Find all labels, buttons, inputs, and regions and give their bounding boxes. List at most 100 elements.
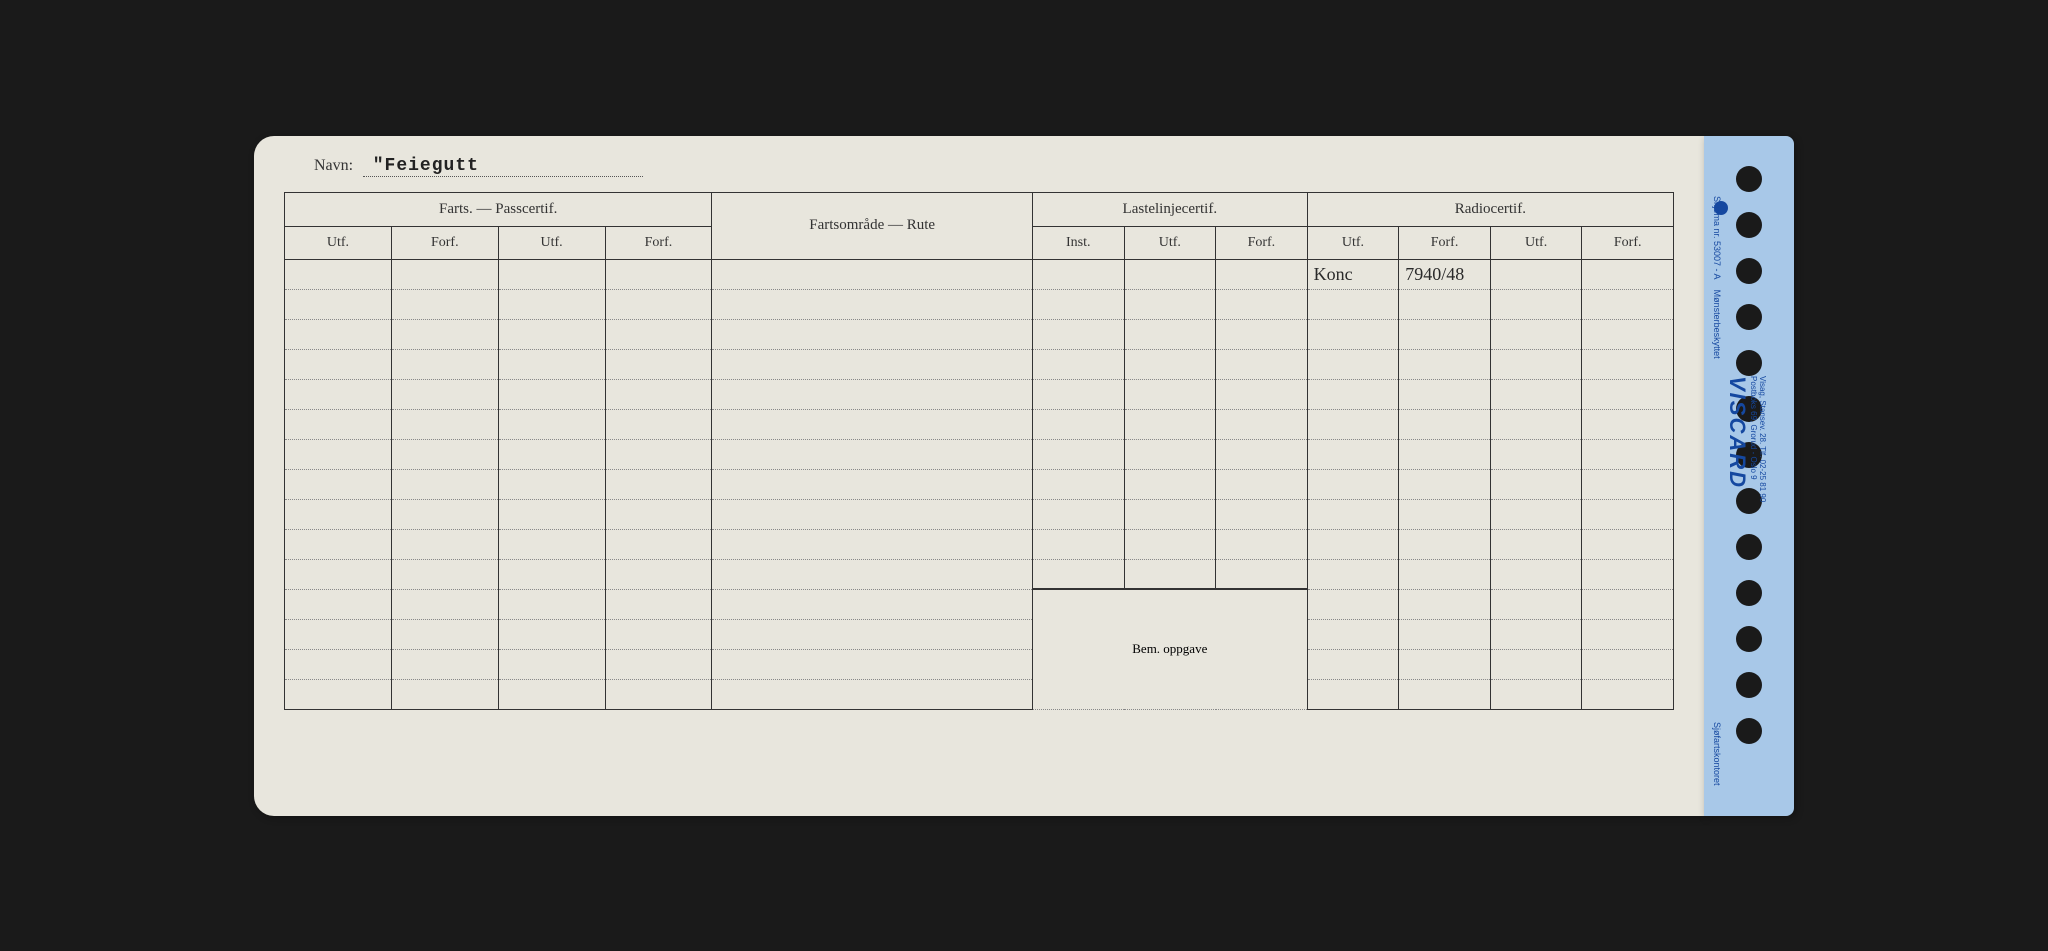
strip-brand: VISCARD bbox=[1724, 376, 1750, 489]
cell bbox=[1032, 349, 1124, 379]
cell bbox=[285, 289, 392, 319]
cell bbox=[605, 379, 712, 409]
cell bbox=[712, 679, 1033, 709]
cell bbox=[1582, 619, 1674, 649]
cell bbox=[1032, 379, 1124, 409]
header-utf-3: Utf. bbox=[1124, 226, 1216, 259]
header-forf-4: Forf. bbox=[1399, 226, 1491, 259]
cell bbox=[1124, 259, 1216, 289]
header-forf-1: Forf. bbox=[391, 226, 498, 259]
cell bbox=[1582, 469, 1674, 499]
cell bbox=[285, 259, 392, 289]
cell bbox=[1216, 349, 1308, 379]
address-line1: Visag, Stansev. 28. Tlf. 02-25 81 90 bbox=[1758, 376, 1767, 502]
header-utf-4: Utf. bbox=[1307, 226, 1399, 259]
cell bbox=[498, 529, 605, 559]
cell bbox=[1124, 529, 1216, 559]
cell bbox=[1307, 529, 1399, 559]
table-row bbox=[285, 649, 1674, 679]
table-row bbox=[285, 679, 1674, 709]
cell bbox=[1399, 289, 1491, 319]
cell bbox=[1582, 499, 1674, 529]
cell bbox=[712, 319, 1033, 349]
cell bbox=[285, 649, 392, 679]
cell bbox=[1124, 559, 1216, 589]
header-forf-5: Forf. bbox=[1582, 226, 1674, 259]
cell bbox=[391, 529, 498, 559]
cell bbox=[712, 469, 1033, 499]
cell bbox=[1124, 469, 1216, 499]
cell bbox=[1399, 679, 1491, 709]
cell bbox=[1490, 379, 1582, 409]
cell bbox=[1399, 319, 1491, 349]
table-row bbox=[285, 469, 1674, 499]
name-row: Navn: "Feiegutt bbox=[284, 156, 1674, 177]
cell bbox=[1307, 289, 1399, 319]
cell bbox=[712, 589, 1033, 619]
cell bbox=[1399, 469, 1491, 499]
cell bbox=[605, 499, 712, 529]
punch-hole-icon bbox=[1736, 672, 1762, 698]
header-farts-pass: Farts. — Passcertif. bbox=[285, 192, 712, 226]
cell bbox=[712, 499, 1033, 529]
cell bbox=[605, 649, 712, 679]
cell bbox=[391, 619, 498, 649]
entry-konc: Konc bbox=[1314, 264, 1353, 284]
cell bbox=[1582, 529, 1674, 559]
table-row bbox=[285, 289, 1674, 319]
cell bbox=[1307, 619, 1399, 649]
punch-hole-icon bbox=[1736, 718, 1762, 744]
cell bbox=[605, 259, 712, 289]
name-value: "Feiegutt bbox=[363, 156, 643, 177]
cell bbox=[498, 649, 605, 679]
cell bbox=[1582, 379, 1674, 409]
cell bbox=[1032, 559, 1124, 589]
cell bbox=[1490, 649, 1582, 679]
bem-oppgave-label: Bem. oppgave bbox=[1132, 641, 1207, 656]
cell bbox=[285, 679, 392, 709]
cell bbox=[1216, 409, 1308, 439]
cell bbox=[605, 349, 712, 379]
cell bbox=[391, 259, 498, 289]
cell bbox=[391, 409, 498, 439]
cell bbox=[1399, 589, 1491, 619]
table-row bbox=[285, 319, 1674, 349]
cell bbox=[1490, 529, 1582, 559]
cell bbox=[498, 289, 605, 319]
cell bbox=[285, 619, 392, 649]
cell bbox=[391, 499, 498, 529]
cell bbox=[1307, 379, 1399, 409]
cell bbox=[1307, 499, 1399, 529]
cell bbox=[1490, 559, 1582, 589]
cell bbox=[498, 619, 605, 649]
cell bbox=[1124, 349, 1216, 379]
header-utf-5: Utf. bbox=[1490, 226, 1582, 259]
cell bbox=[1490, 679, 1582, 709]
cell bbox=[1399, 349, 1491, 379]
punch-hole-icon bbox=[1736, 626, 1762, 652]
cell bbox=[1307, 589, 1399, 619]
cell bbox=[498, 409, 605, 439]
cell bbox=[712, 409, 1033, 439]
cell bbox=[285, 589, 392, 619]
punch-hole-icon bbox=[1736, 350, 1762, 376]
cell bbox=[1490, 289, 1582, 319]
cell bbox=[605, 289, 712, 319]
cell bbox=[1124, 289, 1216, 319]
cell bbox=[1582, 259, 1674, 289]
cell bbox=[1307, 649, 1399, 679]
cell bbox=[498, 259, 605, 289]
table-row: Konc 7940/48 bbox=[285, 259, 1674, 289]
strip-bottom: Sjøfartskontoret bbox=[1712, 722, 1722, 786]
cell bbox=[285, 529, 392, 559]
cell bbox=[391, 469, 498, 499]
header-inst: Inst. bbox=[1032, 226, 1124, 259]
cell bbox=[1032, 529, 1124, 559]
cell bbox=[712, 529, 1033, 559]
cell bbox=[1582, 319, 1674, 349]
cell bbox=[1307, 679, 1399, 709]
cell bbox=[1399, 619, 1491, 649]
punch-hole-icon bbox=[1736, 166, 1762, 192]
header-forf-2: Forf. bbox=[605, 226, 712, 259]
cell bbox=[712, 349, 1033, 379]
